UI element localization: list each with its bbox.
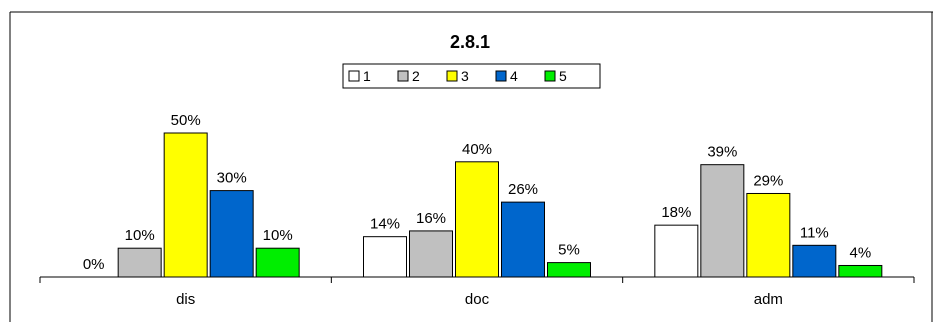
data-label-adm-series-5: 4% <box>849 244 871 261</box>
legend-label-1: 1 <box>363 68 371 84</box>
data-label-adm-series-2: 39% <box>707 144 737 161</box>
data-label-dis-series-2: 10% <box>125 227 155 244</box>
data-label-dis-series-3: 50% <box>171 112 201 129</box>
bar-doc-series-4 <box>501 201 545 278</box>
data-label-doc-series-4: 26% <box>508 181 538 198</box>
data-label-doc-series-3: 40% <box>462 141 492 158</box>
legend-swatch-3 <box>446 70 458 82</box>
legend-swatch-5 <box>544 70 556 82</box>
legend-swatch-1 <box>348 70 360 82</box>
x-tick-label-dis: dis <box>176 291 195 308</box>
data-label-doc-series-2: 16% <box>416 210 446 227</box>
legend-label-2: 2 <box>412 68 420 84</box>
bar-adm-series-3 <box>746 192 791 278</box>
bar-adm-series-1 <box>654 224 699 278</box>
x-tick-label-doc: doc <box>465 291 490 308</box>
bar-dis-series-5 <box>255 247 300 278</box>
bar-dis-series-2 <box>117 247 162 278</box>
data-label-adm-series-3: 29% <box>753 172 783 189</box>
bar-doc-series-1 <box>363 236 407 278</box>
x-axis-ticks <box>39 277 915 283</box>
legend-box <box>342 63 601 89</box>
bar-adm-series-2 <box>700 164 745 278</box>
data-label-dis-series-4: 30% <box>217 170 247 187</box>
bar-doc-series-2 <box>409 230 453 278</box>
data-label-adm-series-4: 11% <box>800 224 829 241</box>
bar-dis-series-3 <box>163 132 208 278</box>
data-label-dis-series-1: 0% <box>83 256 105 273</box>
bar-dis-series-4 <box>209 190 254 278</box>
data-label-dis-series-5: 10% <box>263 227 293 244</box>
chart-title: 2.8.1 <box>450 32 490 52</box>
legend-swatch-2 <box>397 70 409 82</box>
plot-area: 0% 10% 50% 30% 10% 14% 16% 40% 26% 5% 18% 39% 29% 11%… <box>83 112 883 278</box>
data-label-doc-series-1: 14% <box>370 216 400 233</box>
legend-label-3: 3 <box>461 68 469 84</box>
x-tick-label-adm: adm <box>754 291 783 308</box>
x-axis-labels: dis doc adm <box>176 291 783 308</box>
data-label-doc-series-5: 5% <box>558 242 580 259</box>
legend: 1 2 3 4 5 <box>342 63 601 89</box>
legend-label-4: 4 <box>510 68 518 84</box>
legend-label-5: 5 <box>559 68 567 84</box>
bar-adm-series-5 <box>838 264 883 278</box>
legend-swatch-4 <box>495 70 507 82</box>
data-label-adm-series-1: 18% <box>661 204 691 221</box>
bar-doc-series-3 <box>455 161 499 278</box>
bar-adm-series-4 <box>792 244 837 278</box>
bar-doc-series-5 <box>547 262 591 278</box>
